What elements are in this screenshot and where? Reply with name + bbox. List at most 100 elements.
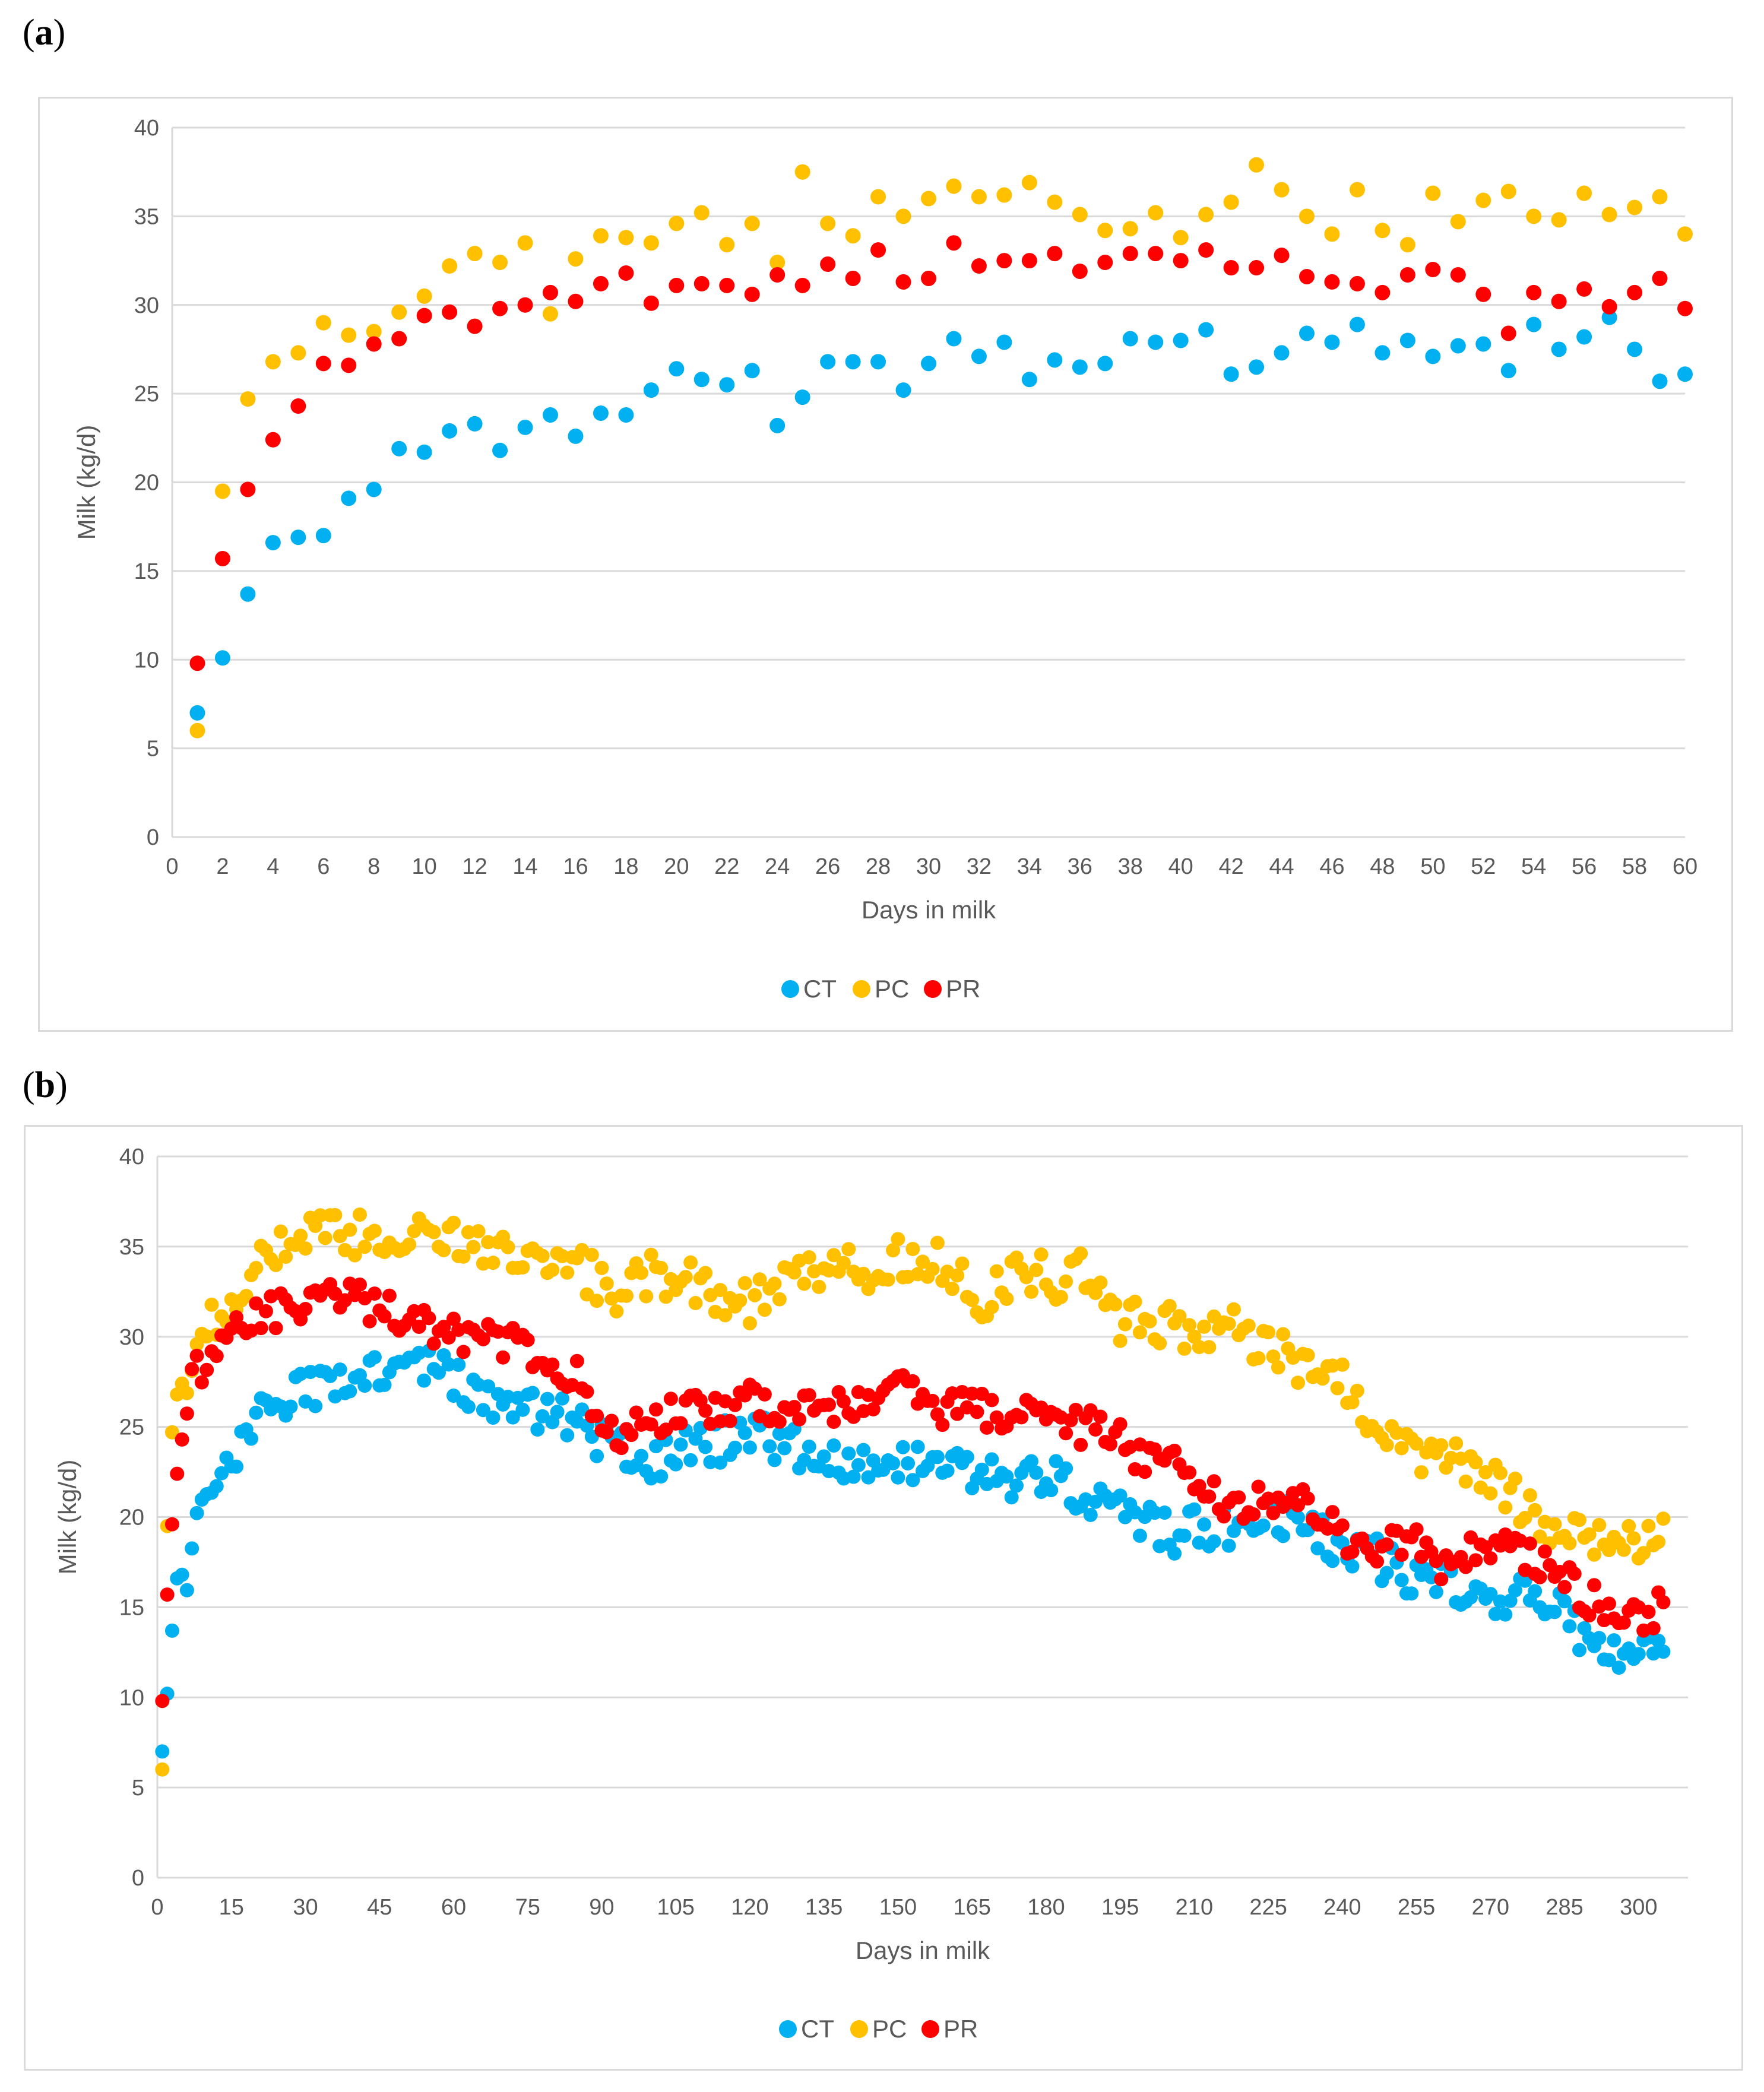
point-PR	[787, 1400, 802, 1415]
point-PC	[1651, 1535, 1666, 1549]
x-tick-label: 48	[1370, 854, 1395, 879]
point-PC	[989, 1264, 1004, 1279]
point-CT	[1223, 366, 1239, 382]
legend-marker-CT	[779, 2020, 797, 2038]
point-PR	[757, 1387, 772, 1402]
point-CT	[861, 1470, 876, 1485]
point-CT	[543, 407, 558, 423]
point-PC	[812, 1279, 826, 1294]
x-tick-label: 0	[151, 1895, 163, 1920]
point-PC	[293, 1228, 308, 1243]
point-CT	[1429, 1584, 1443, 1599]
point-PC	[594, 1260, 609, 1275]
point-PC	[1093, 1275, 1108, 1290]
point-CT	[1498, 1607, 1513, 1622]
point-PR	[1335, 1518, 1350, 1533]
point-PC	[1172, 1309, 1187, 1324]
point-CT	[1249, 359, 1265, 375]
point-PC	[352, 1207, 367, 1222]
point-CT	[590, 1448, 604, 1463]
point-CT	[432, 1365, 446, 1380]
point-CT	[905, 1473, 920, 1488]
point-CT	[802, 1439, 816, 1454]
point-PR	[214, 550, 230, 566]
point-PR	[663, 1392, 678, 1406]
point-PC	[678, 1270, 693, 1285]
point-PC	[402, 1237, 417, 1252]
x-tick-label: 75	[515, 1895, 540, 1920]
point-PC	[748, 1288, 762, 1302]
point-PR	[367, 1286, 382, 1301]
point-PR	[794, 277, 810, 293]
point-PR	[1450, 267, 1466, 283]
y-tick-label: 35	[134, 204, 159, 229]
point-PC	[1582, 1527, 1597, 1542]
point-CT	[593, 405, 609, 421]
point-PR	[614, 1441, 629, 1456]
point-CT	[820, 354, 836, 370]
point-PC	[501, 1240, 515, 1254]
point-PC	[713, 1283, 728, 1298]
point-PC	[1483, 1486, 1498, 1501]
point-CT	[1276, 1529, 1291, 1543]
point-PR	[1251, 1479, 1266, 1494]
y-tick-label: 5	[132, 1776, 144, 1801]
point-PC	[535, 1248, 550, 1263]
point-CT	[1464, 1590, 1478, 1605]
point-PC	[189, 722, 205, 738]
point-PR	[1148, 246, 1164, 262]
point-CT	[332, 1362, 347, 1377]
point-CT	[737, 1425, 752, 1440]
point-PC	[1241, 1318, 1256, 1333]
point-PC	[426, 1225, 441, 1240]
point-PR	[624, 1428, 639, 1443]
point-PC	[240, 391, 256, 407]
point-PC	[1528, 1503, 1543, 1517]
chart-frame-a	[38, 97, 1733, 1032]
point-CT	[1083, 1507, 1098, 1522]
point-PC	[1616, 1542, 1631, 1557]
point-PR	[1601, 299, 1617, 315]
x-tick-label: 240	[1323, 1895, 1361, 1920]
point-PC	[930, 1235, 945, 1250]
point-PC	[1029, 1263, 1044, 1278]
point-PR	[989, 1410, 1004, 1425]
point-PR	[1206, 1474, 1221, 1489]
point-PR	[820, 256, 836, 272]
point-PC	[1266, 1349, 1281, 1364]
point-PC	[1586, 1547, 1601, 1562]
point-PC	[845, 228, 861, 244]
point-PR	[1567, 1567, 1582, 1581]
point-PR	[362, 1314, 377, 1329]
point-PR	[315, 356, 331, 372]
point-PC	[313, 1208, 328, 1223]
x-tick-label: 14	[512, 854, 537, 879]
point-CT	[1601, 309, 1617, 325]
x-tick-label: 120	[731, 1895, 768, 1920]
point-PC	[742, 1316, 757, 1330]
point-PC	[1522, 1488, 1537, 1503]
point-CT	[1059, 1461, 1073, 1476]
point-PC	[1641, 1519, 1656, 1533]
point-PR	[1231, 1490, 1246, 1505]
legend-label-PC: PC	[875, 975, 909, 1003]
point-PR	[543, 284, 558, 300]
point-PR	[258, 1304, 273, 1318]
point-CT	[713, 1455, 728, 1470]
point-PR	[1113, 1417, 1128, 1432]
y-tick-label: 40	[119, 1145, 144, 1169]
point-PC	[1518, 1510, 1532, 1525]
y-tick-label: 0	[132, 1866, 144, 1891]
point-PR	[1325, 1505, 1340, 1520]
point-PC	[916, 1254, 930, 1269]
point-PR	[476, 1332, 490, 1346]
point-PR	[1468, 1553, 1483, 1568]
point-PC	[1547, 1517, 1562, 1532]
point-PC	[1073, 1246, 1088, 1261]
point-PR	[826, 1415, 841, 1429]
point-PR	[170, 1466, 185, 1481]
point-PR	[618, 265, 634, 281]
point-PR	[719, 277, 735, 293]
point-CT	[1425, 348, 1441, 364]
point-PC	[155, 1762, 170, 1777]
